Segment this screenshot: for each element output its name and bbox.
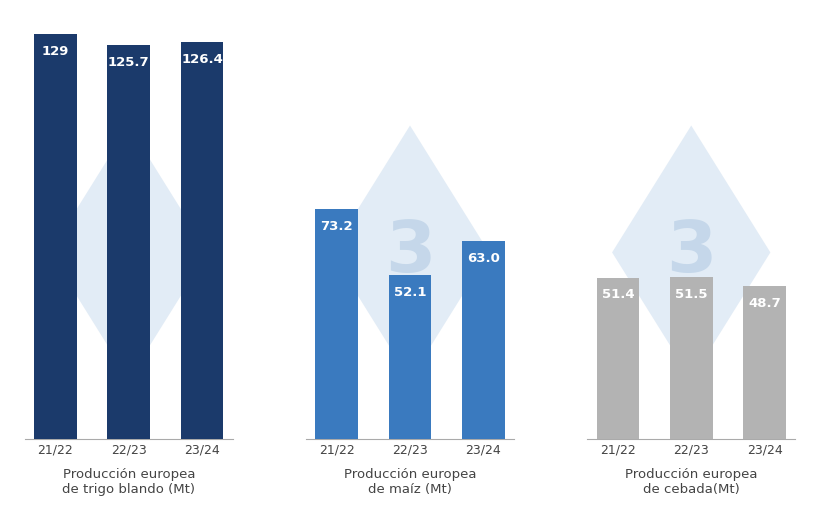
Text: 73.2: 73.2 <box>320 220 352 233</box>
Text: 3: 3 <box>103 218 154 287</box>
Text: 126.4: 126.4 <box>181 53 223 67</box>
Text: 3: 3 <box>384 218 435 287</box>
X-axis label: Producción europea
de trigo blando (Mt): Producción europea de trigo blando (Mt) <box>62 467 195 495</box>
Text: 3: 3 <box>665 218 716 287</box>
Bar <box>595 278 638 439</box>
Text: 125.7: 125.7 <box>108 56 149 69</box>
Bar <box>462 241 504 439</box>
Bar <box>669 277 712 439</box>
Text: 52.1: 52.1 <box>393 286 426 299</box>
Text: 51.4: 51.4 <box>601 288 633 301</box>
Polygon shape <box>611 125 770 379</box>
Bar <box>388 276 431 439</box>
X-axis label: Producción europea
de maíz (Mt): Producción europea de maíz (Mt) <box>343 467 476 495</box>
Text: 48.7: 48.7 <box>748 297 780 310</box>
Bar <box>34 34 76 439</box>
Text: 51.5: 51.5 <box>674 288 707 301</box>
Bar <box>315 209 357 439</box>
Text: 129: 129 <box>42 45 69 58</box>
Bar <box>107 44 150 439</box>
Text: 63.0: 63.0 <box>466 252 500 265</box>
Polygon shape <box>330 125 489 379</box>
Bar <box>181 42 224 439</box>
X-axis label: Producción europea
de cebada(Mt): Producción europea de cebada(Mt) <box>624 467 757 495</box>
Bar <box>743 286 785 439</box>
Polygon shape <box>49 125 208 379</box>
